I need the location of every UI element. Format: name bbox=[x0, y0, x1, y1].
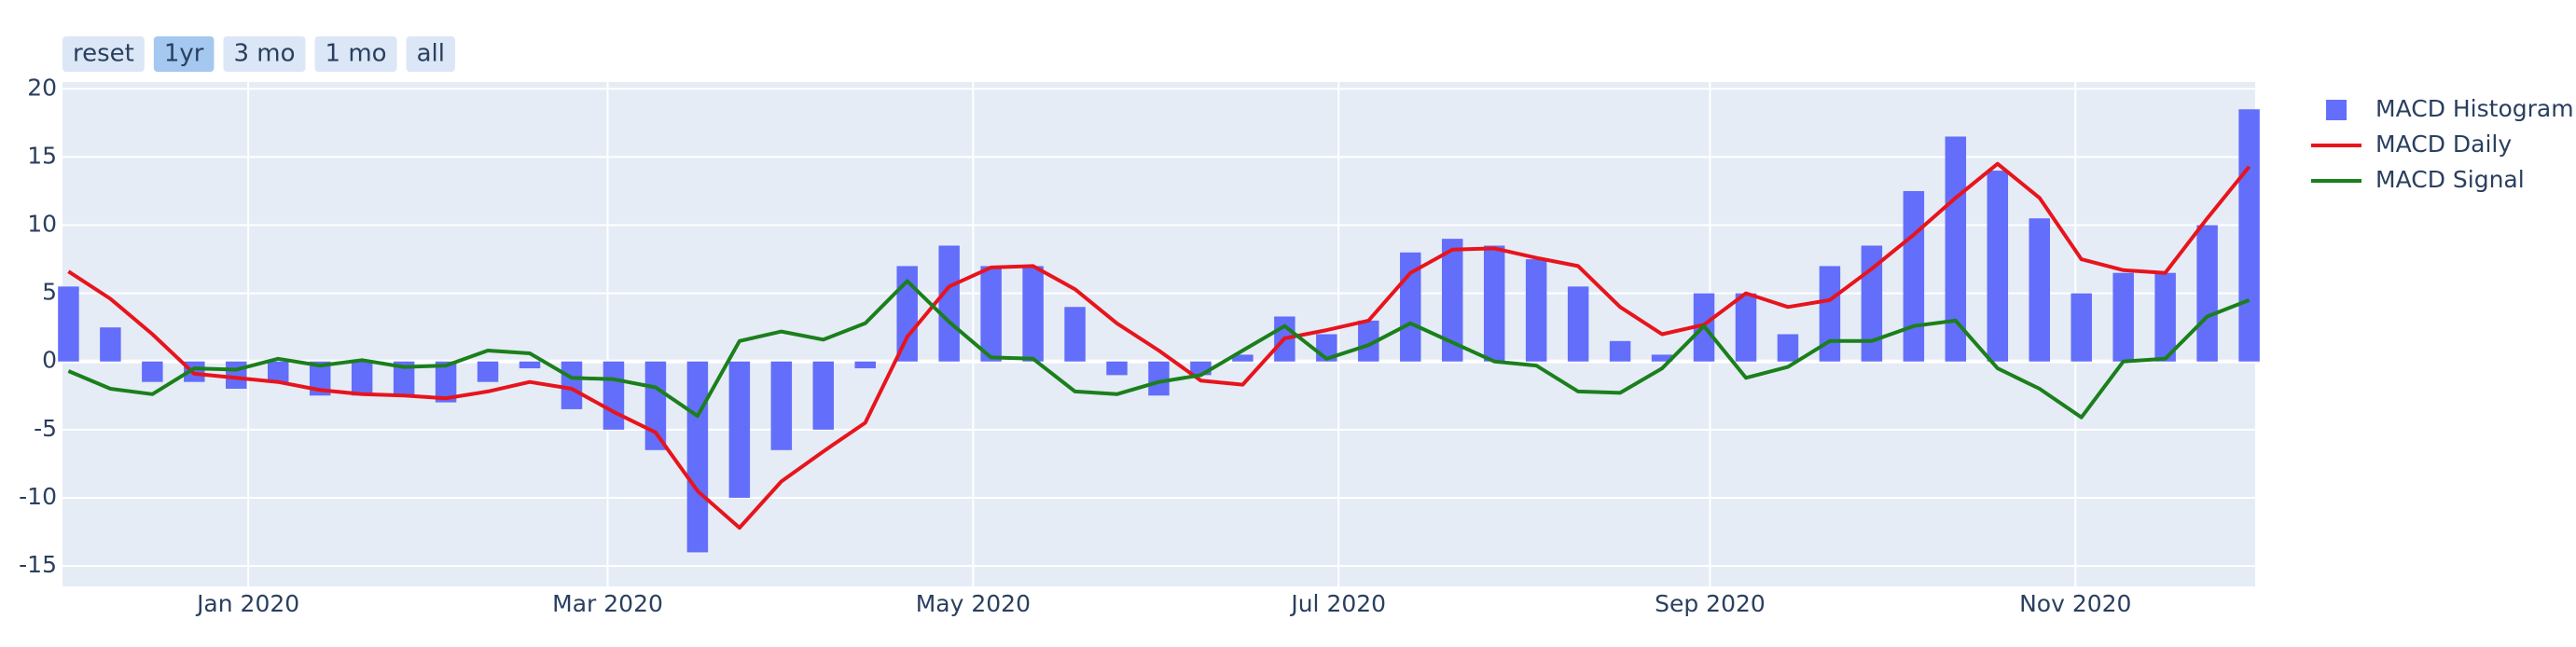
range-button-label: all bbox=[417, 40, 445, 68]
range-button-box bbox=[314, 36, 397, 72]
histogram-bar bbox=[2070, 293, 2092, 362]
histogram-bar bbox=[351, 361, 373, 396]
y-tick-label: 15 bbox=[27, 142, 57, 169]
histogram-bar bbox=[561, 361, 583, 409]
x-tick-label: May 2020 bbox=[916, 590, 1031, 617]
x-tick-label: Sep 2020 bbox=[1655, 590, 1766, 617]
histogram-bar bbox=[268, 361, 289, 382]
histogram-bar bbox=[393, 361, 415, 396]
histogram-bar bbox=[686, 361, 709, 553]
histogram-bar bbox=[435, 361, 457, 403]
y-tick-label: -15 bbox=[19, 551, 57, 578]
histogram-bar bbox=[1819, 266, 1841, 362]
range-button[interactable]: 1yr bbox=[153, 36, 215, 72]
legend-label: MACD Histogram bbox=[2375, 95, 2574, 122]
range-button[interactable]: all bbox=[406, 36, 455, 72]
line bbox=[67, 161, 2251, 530]
x-tick-label: Jan 2020 bbox=[195, 590, 299, 617]
histogram-bar bbox=[1148, 361, 1170, 396]
histogram-bar bbox=[2112, 272, 2134, 362]
y-tick-label: 5 bbox=[42, 279, 57, 306]
range-button[interactable]: 3 mo bbox=[223, 36, 306, 72]
range-button-label: reset bbox=[73, 40, 134, 68]
histogram-bar bbox=[1525, 259, 1547, 362]
line bbox=[67, 279, 2251, 420]
range-button[interactable]: 1 mo bbox=[314, 36, 397, 72]
histogram-bar bbox=[226, 361, 247, 389]
histogram-bar bbox=[938, 245, 960, 362]
range-button-label: 3 mo bbox=[233, 40, 295, 68]
histogram-bar bbox=[1651, 354, 1673, 362]
y-tick-label: -10 bbox=[19, 483, 57, 510]
range-button-label: 1yr bbox=[164, 40, 204, 68]
y-tick-label: -5 bbox=[34, 415, 57, 442]
histogram-bar bbox=[1609, 340, 1631, 362]
histogram-bar bbox=[854, 361, 876, 369]
x-tick-label: Mar 2020 bbox=[552, 590, 663, 617]
histogram-bar bbox=[1567, 286, 1589, 362]
histogram-bar bbox=[2154, 272, 2176, 362]
histogram-bar bbox=[1022, 266, 1044, 362]
histogram-bar bbox=[309, 361, 331, 396]
range-button-label: 1 mo bbox=[325, 40, 387, 68]
histogram-bar bbox=[477, 361, 499, 382]
y-tick-label: 20 bbox=[27, 74, 57, 101]
x-tick-label: Nov 2020 bbox=[2019, 590, 2131, 617]
range-button-box bbox=[223, 36, 306, 72]
histogram-bar bbox=[1987, 171, 2009, 362]
legend-label: MACD Signal bbox=[2375, 166, 2525, 193]
histogram-bar bbox=[1358, 320, 1379, 362]
histogram-bar bbox=[1442, 239, 1463, 362]
range-button-box bbox=[406, 36, 455, 72]
histogram-bar bbox=[1232, 354, 1253, 362]
histogram-bar bbox=[1483, 245, 1505, 362]
histogram-bar bbox=[602, 361, 625, 430]
histogram-bar bbox=[644, 361, 667, 450]
histogram-bar bbox=[100, 327, 121, 362]
histogram-bar bbox=[896, 266, 918, 362]
y-tick-label: 0 bbox=[42, 347, 57, 374]
histogram-bar bbox=[2238, 109, 2260, 362]
range-button-box bbox=[62, 36, 145, 72]
histogram-bar bbox=[1777, 334, 1799, 362]
range-button-box bbox=[153, 36, 215, 72]
x-tick-label: Jul 2020 bbox=[1289, 590, 1386, 617]
histogram-bar bbox=[770, 361, 793, 450]
histogram-bar bbox=[728, 361, 751, 498]
histogram-bar bbox=[2029, 218, 2050, 362]
legend-label: MACD Daily bbox=[2375, 131, 2512, 158]
y-tick-label: 10 bbox=[27, 211, 57, 238]
histogram-bar bbox=[812, 361, 835, 430]
histogram-bar bbox=[58, 286, 79, 362]
histogram-bar bbox=[1064, 307, 1086, 362]
histogram-bar bbox=[2196, 225, 2218, 362]
legend-swatch bbox=[2326, 100, 2347, 120]
histogram-bar bbox=[1106, 361, 1128, 376]
histogram-bar bbox=[142, 361, 163, 382]
histogram-bar bbox=[980, 266, 1002, 362]
histogram-bar bbox=[1903, 190, 1925, 362]
histogram-bar bbox=[1735, 293, 1757, 362]
range-button[interactable]: reset bbox=[62, 36, 145, 72]
histogram-bar bbox=[519, 361, 541, 369]
